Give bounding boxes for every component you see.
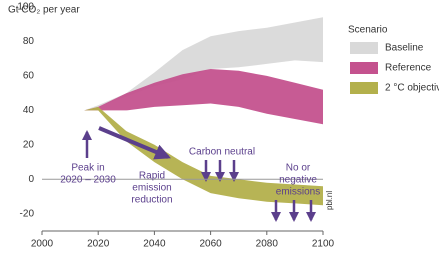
y-tick-label: -20 bbox=[20, 208, 35, 219]
legend-swatch bbox=[350, 42, 378, 54]
annotation: Peak in bbox=[71, 163, 104, 174]
y-axis-label: Gt CO₂ per year bbox=[8, 5, 80, 16]
annotation: No or bbox=[286, 163, 311, 174]
legend-label: 2 °C objective bbox=[385, 83, 439, 94]
y-tick-label: 60 bbox=[23, 71, 35, 82]
annotation: Rapid bbox=[139, 171, 165, 182]
x-tick-label: 2040 bbox=[143, 239, 166, 250]
legend-title: Scenario bbox=[348, 25, 388, 36]
annotation: 2020 – 2030 bbox=[60, 175, 116, 186]
x-tick-label: 2020 bbox=[87, 239, 110, 250]
legend-label: Baseline bbox=[385, 43, 424, 54]
arrows bbox=[82, 126, 316, 222]
x-tick-label: 2100 bbox=[312, 239, 335, 250]
x-tick-label: 2000 bbox=[31, 239, 54, 250]
y-tick-label: 100 bbox=[17, 2, 34, 13]
y-tick-label: 20 bbox=[23, 139, 35, 150]
x-tick-label: 2080 bbox=[256, 239, 279, 250]
band bbox=[56, 17, 323, 121]
source: pbl.nl bbox=[325, 191, 334, 210]
band bbox=[56, 106, 323, 206]
y-tick-label: 80 bbox=[23, 36, 35, 47]
legend-swatch bbox=[350, 62, 378, 74]
y-tick-label: 40 bbox=[23, 105, 35, 116]
annotation: emission bbox=[132, 183, 171, 194]
x-tick-label: 2060 bbox=[199, 239, 222, 250]
legend-label: Reference bbox=[385, 63, 432, 74]
annotation: reduction bbox=[131, 195, 172, 206]
y-tick-label: 0 bbox=[28, 174, 34, 185]
annotation: emissions bbox=[276, 187, 320, 198]
annotation: Carbon neutral bbox=[189, 147, 255, 158]
legend-swatch bbox=[350, 82, 378, 94]
band bbox=[56, 69, 323, 125]
annotation: negative bbox=[279, 175, 317, 186]
